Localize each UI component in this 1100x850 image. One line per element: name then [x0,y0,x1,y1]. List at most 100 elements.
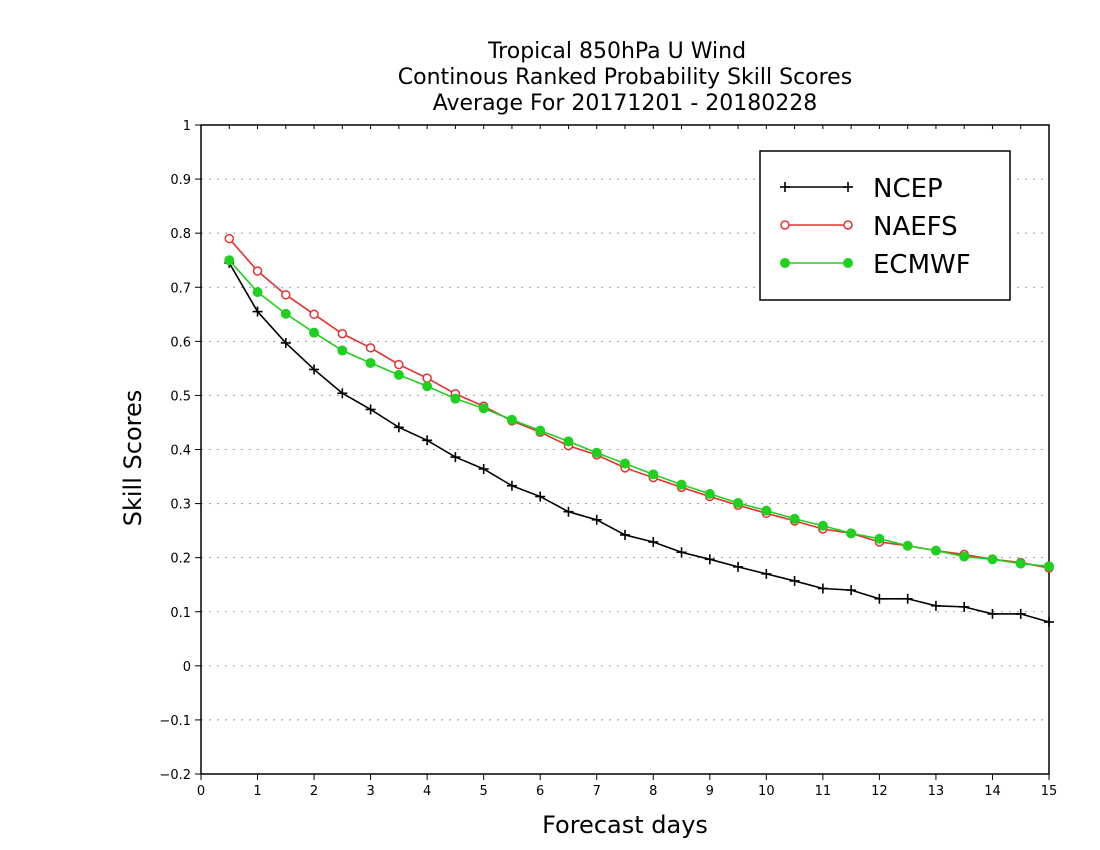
data-point-ncep [987,608,998,619]
legend-label-ncep: NCEP [873,174,943,204]
data-point-ncep [1044,617,1054,628]
x-tick-label: 12 [871,784,888,799]
data-point-naefs [224,233,235,244]
x-axis-label: Forecast days [542,811,708,839]
title-line-3: Average For 20171201 - 20180228 [433,91,818,116]
data-point-naefs [252,266,263,276]
title-line-1: Tropical 850hPa U Wind [487,39,746,64]
data-point-ecmwf [450,393,461,404]
x-tick-label: 2 [310,784,318,799]
legend-marker-naefs [780,220,790,230]
y-tick-labels: −0.2 −0.1 0 0.1 0.2 0.3 0.4 0.5 0.6 0.7 0.8 0.9 1 [159,119,191,783]
x-tick-label: 5 [480,784,488,799]
x-tick-label: 15 [1041,784,1058,799]
legend-marker-naefs [843,220,853,230]
y-tick-label: 0.2 [170,552,191,567]
x-tick-label: 10 [758,784,775,799]
legend-marker-ecmwf [780,258,790,268]
data-point-ecmwf [422,381,433,392]
x-tick-label: 7 [593,784,601,799]
data-point-ecmwf [648,469,659,480]
data-point-ecmwf [987,554,998,565]
x-tick-label: 3 [366,784,374,799]
legend-label-naefs: NAEFS [873,212,958,242]
data-point-ncep [959,601,970,612]
data-point-ncep [280,337,291,348]
data-point-ecmwf [365,357,376,368]
data-point-ecmwf [535,425,546,436]
y-tick-label: 0.8 [170,227,191,242]
data-point-ecmwf [930,545,941,556]
y-tick-label: 0.4 [170,444,191,459]
y-tick-label: 0.7 [170,281,191,296]
series-line-ncep [228,262,1050,623]
data-point-ncep [620,529,630,540]
data-point-ncep [365,404,376,415]
x-tick-labels: 0 1 2 3 4 5 6 7 8 9 10 11 12 13 14 15 [197,784,1057,799]
data-point-ncep [648,536,659,547]
data-point-naefs [309,309,319,320]
y-tick-label: 1 [183,119,191,134]
data-point-ecmwf [224,255,235,266]
x-tick-label: 9 [706,784,714,799]
legend: NCEP NAEFS ECMWF [759,150,1011,301]
data-point-ncep [337,388,348,399]
data-point-ncep [902,593,913,604]
y-tick-label: 0.3 [170,498,191,513]
data-point-ecmwf [506,414,517,425]
data-point-ncep [676,547,687,558]
legend-marker-ecmwf [843,258,853,268]
data-point-naefs [337,329,348,339]
data-point-ncep [309,364,320,375]
data-point-ecmwf [959,551,970,562]
legend-marker-ncep [843,182,853,192]
chart-title: Tropical 850hPa U Wind Continous Ranked … [398,39,852,116]
x-tick-label: 0 [197,784,205,799]
data-point-ncep [450,452,461,463]
data-point-ecmwf [280,308,291,319]
series-lines [224,233,1054,628]
data-point-ncep [789,575,800,586]
legend-item-ecmwf: ECMWF [780,250,971,280]
data-point-ncep [393,422,404,433]
data-point-ncep [506,480,517,491]
data-point-ncep [478,463,489,474]
data-point-naefs [281,290,291,300]
y-tick-label: −0.2 [159,768,191,783]
data-point-ncep [535,491,546,502]
data-point-ncep [704,554,715,565]
legend-item-naefs: NAEFS [780,212,958,242]
y-axis-label: Skill Scores [119,390,147,527]
data-point-ecmwf [761,505,772,516]
data-point-ecmwf [846,528,857,539]
data-point-ecmwf [874,533,885,544]
data-point-ecmwf [478,403,489,414]
data-point-ncep [422,435,433,446]
data-point-ecmwf [620,458,630,469]
data-point-ncep [1015,608,1026,619]
grid-lines [201,178,1049,721]
data-point-naefs [365,343,376,353]
y-tick-label: −0.1 [159,714,191,729]
data-point-ecmwf [676,479,687,490]
data-point-ncep [591,514,602,525]
data-point-ecmwf [563,436,574,447]
x-tick-label: 8 [649,784,657,799]
y-tick-label: 0 [183,660,191,675]
x-tick-label: 11 [815,784,832,799]
data-point-ncep [563,506,574,517]
x-tick-label: 4 [423,784,431,799]
data-point-ncep [874,593,885,604]
x-tick-label: 1 [253,784,261,799]
data-point-ecmwf [1044,561,1054,572]
data-point-ecmwf [591,447,602,458]
data-point-ncep [817,583,828,594]
x-tick-label: 13 [928,784,945,799]
y-tick-label: 0.5 [170,389,191,404]
series-line-ecmwf [228,259,1050,568]
data-point-ncep [761,568,772,579]
data-point-naefs [422,373,432,383]
y-tick-label: 0.6 [170,335,191,350]
data-point-ecmwf [252,287,263,298]
data-point-ncep [846,585,857,596]
